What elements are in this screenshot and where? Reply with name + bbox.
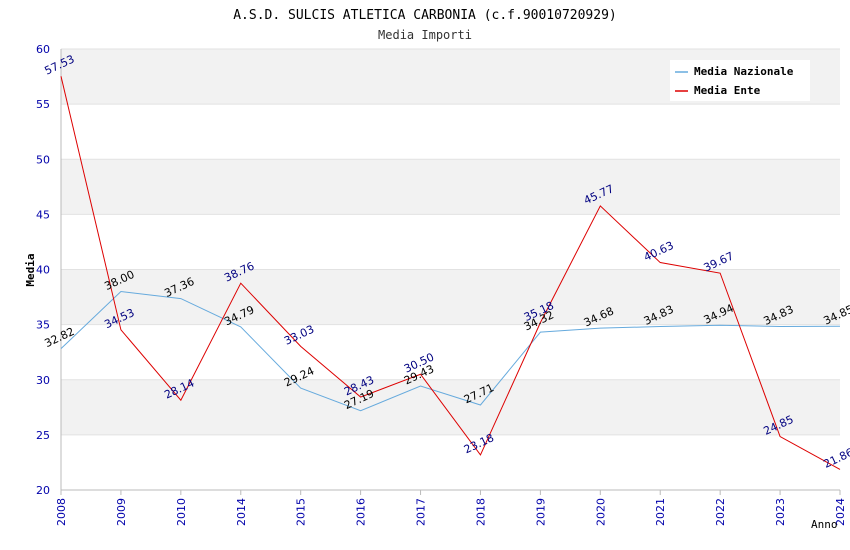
y-tick-label: 35 [36,319,50,332]
y-axis-label: Media [24,253,37,286]
y-tick-label: 25 [36,429,50,442]
x-tick-label: 2019 [534,498,547,526]
y-axis: 20 25 30 35 40 45 50 55 60 [36,43,62,497]
y-tick-label: 20 [36,484,50,497]
x-tick-label: 2022 [714,498,727,526]
x-tick-label: 2014 [235,498,248,526]
series-line-media-ente [60,76,841,470]
x-tick-label: 2021 [654,498,667,526]
x-axis: 2008 2009 2010 2014 2015 2016 2017 2018 2019 2020… [55,489,847,526]
grid-band [61,104,840,160]
x-tick-label: 2015 [295,498,308,526]
series-line-media-nazionale [60,291,841,412]
x-tick-label: 2008 [55,498,68,526]
x-tick-label: 2009 [115,498,128,526]
chart-subtitle: Media Importi [378,28,472,42]
y-tick-label: 60 [36,43,50,56]
chart-title: A.S.D. SULCIS ATLETICA CARBONIA (c.f.900… [233,8,617,23]
x-tick-label: 2020 [594,498,607,526]
grid-band [61,214,840,270]
grid-band [61,434,840,490]
y-tick-label: 30 [36,374,50,387]
plot-bands [61,48,840,491]
x-tick-label: 2010 [175,498,188,526]
y-tick-label: 50 [36,153,50,166]
y-tick-label: 40 [36,264,50,277]
y-tick-label: 45 [36,208,50,221]
grid-band [61,269,840,325]
x-tick-label: 2023 [774,498,787,526]
grid-band [61,159,840,215]
legend-box [670,60,810,101]
series-lines [60,76,841,470]
x-tick-label: 2017 [415,498,428,526]
x-axis-label: Anno [811,518,838,531]
legend: Media Nazionale Media Ente [670,60,810,101]
x-tick-label: 2016 [355,498,368,526]
x-tick-label: 2024 [834,498,847,526]
legend-label-media-ente: Media Ente [694,84,761,97]
legend-label-media-nazionale: Media Nazionale [694,65,794,78]
x-tick-label: 2018 [474,498,487,526]
grid-band [61,324,840,380]
y-tick-label: 55 [36,98,50,111]
grid-band [61,379,840,435]
